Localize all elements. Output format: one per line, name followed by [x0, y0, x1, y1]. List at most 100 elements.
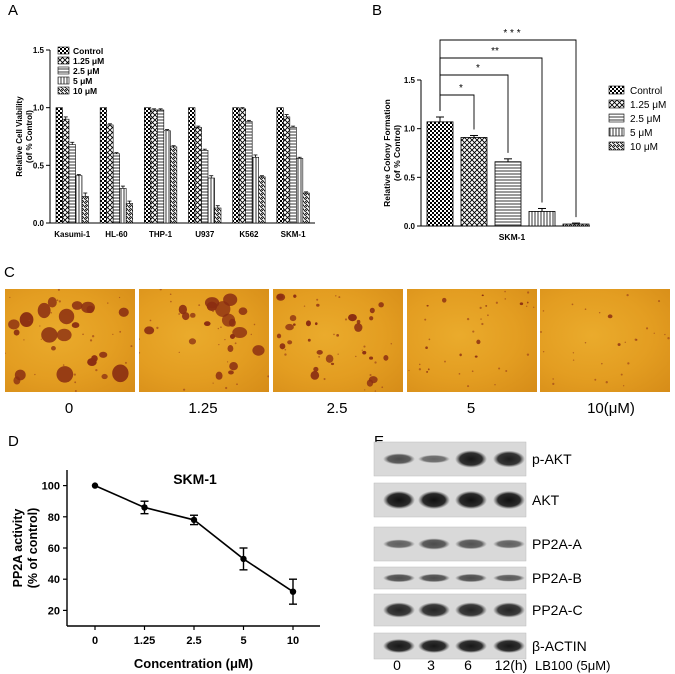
- chart-d-y-axis-label-line: (% of control): [26, 508, 40, 589]
- chart-a-bar: [207, 177, 215, 224]
- colony-dot: [229, 362, 238, 371]
- colony-speck: [156, 326, 159, 330]
- colony-speck: [9, 296, 11, 299]
- colony-dot: [41, 327, 58, 343]
- colony-speck: [56, 299, 59, 302]
- colony-speck: [58, 300, 61, 303]
- chart-a-y-axis-label: Relative Cell Viability (of % Control): [15, 96, 34, 177]
- colony-speck: [634, 338, 637, 341]
- chart-a-x-tick-label: HL-60: [105, 230, 128, 239]
- colony-speck: [408, 369, 410, 372]
- colony-speck: [74, 381, 77, 384]
- colony-speck: [504, 298, 507, 300]
- chart-a-bar: [163, 130, 171, 224]
- colony-speck: [50, 311, 53, 314]
- chart-d-pp2a-activity: PP2A activity (% of control) 20 40 60 80 100 0…: [11, 470, 320, 671]
- colony-dot: [276, 333, 282, 339]
- colony-image-1-25: [138, 288, 270, 392]
- colony-speck: [424, 318, 427, 321]
- chart-d-x-tick-label: 2.5: [186, 635, 201, 647]
- chart-b-bar: [528, 210, 556, 227]
- colony-speck: [467, 385, 470, 388]
- colony-speck: [73, 373, 76, 376]
- colony-speck: [624, 341, 627, 344]
- chart-b-bar: [562, 223, 590, 227]
- colony-dot: [190, 312, 196, 318]
- colony-speck: [645, 327, 649, 330]
- colony-speck: [481, 322, 484, 326]
- colony-dot: [99, 351, 108, 358]
- colony-speck: [261, 349, 264, 352]
- colony-speck: [667, 337, 670, 340]
- chart-a-bar: [194, 126, 202, 224]
- chart-a-legend-label: 10 μM: [73, 86, 97, 96]
- colony-speck: [364, 389, 366, 391]
- colony-image-5: [407, 289, 537, 392]
- chart-a-bar: [251, 156, 259, 224]
- colony-speck: [107, 302, 109, 304]
- chart-a-bar: [188, 107, 196, 224]
- chart-a-legend-label: 1.25 μM: [73, 56, 104, 66]
- colony-speck: [471, 370, 474, 373]
- colony-dot: [144, 326, 155, 335]
- colony-speck: [584, 308, 587, 310]
- chart-d-x-tick-label: 5: [240, 635, 246, 647]
- colony-dot: [316, 350, 323, 355]
- colony-dot: [378, 302, 384, 308]
- colony-speck: [494, 384, 496, 386]
- chart-a-bar: [81, 196, 89, 224]
- colony-speck: [323, 378, 326, 381]
- chart-b-significance-bracket: [439, 57, 543, 203]
- colony-dot: [101, 373, 108, 380]
- blot-timepoint-label: 3: [427, 657, 435, 673]
- chart-a-legend-swatch: [57, 86, 70, 95]
- western-blot-panel: p-AKT AKT PP2A-A PP2A-B PP2A-C β-ACTIN 0 3 6 12(h…: [373, 441, 610, 673]
- chart-a-bar: [201, 150, 209, 224]
- colony-dot: [369, 356, 374, 360]
- colony-dot: [221, 313, 236, 327]
- chart-d-point: [289, 588, 297, 595]
- colony-speck: [284, 353, 287, 356]
- chart-b-bar: [426, 121, 454, 227]
- chart-a-bar: [296, 158, 304, 224]
- colony-dot: [426, 370, 428, 373]
- colony-speck: [217, 327, 219, 330]
- colony-dot: [348, 313, 357, 322]
- colony-speck: [236, 383, 238, 386]
- colony-dot: [485, 305, 488, 307]
- colony-speck: [57, 288, 60, 291]
- blot-band: [418, 490, 450, 510]
- colony-dot: [71, 301, 83, 310]
- colony-speck: [363, 345, 366, 348]
- chart-d-point: [240, 555, 247, 563]
- colony-dot: [37, 302, 51, 319]
- colony-speck: [572, 352, 575, 354]
- blot-band: [383, 453, 415, 465]
- chart-a-legend-swatch: [57, 56, 70, 65]
- colony-speck: [74, 389, 77, 392]
- colony-dot: [118, 307, 129, 317]
- colony-speck: [552, 378, 554, 380]
- colony-speck: [234, 342, 237, 345]
- chart-b-legend-label: 2.5 μM: [630, 114, 661, 125]
- colony-speck: [39, 325, 41, 327]
- blot-band: [418, 454, 450, 464]
- colony-image-strip: [4, 288, 670, 392]
- blot-protein-label: β-ACTIN: [532, 638, 587, 654]
- colony-speck: [89, 339, 93, 342]
- colony-dot: [474, 355, 478, 358]
- colony-dot: [362, 350, 367, 355]
- chart-d-point: [141, 504, 148, 511]
- colony-speck: [333, 333, 335, 336]
- chart-b-legend-label: 1.25 μM: [630, 100, 666, 111]
- colony-speck: [598, 311, 601, 314]
- colony-speck: [220, 326, 222, 328]
- chart-a-cell-viability: Relative Cell Viability (of % Control) 0.…: [15, 46, 315, 239]
- colony-speck: [295, 295, 297, 297]
- colony-speck: [159, 288, 162, 291]
- chart-b-legend: Control 1.25 μM 2.5 μM 5 μM 10 μM: [608, 85, 666, 153]
- colony-dot: [314, 322, 318, 326]
- colony-speck: [318, 355, 321, 358]
- chart-b-y-axis-label-line: Relative Colony Formation: [382, 99, 392, 207]
